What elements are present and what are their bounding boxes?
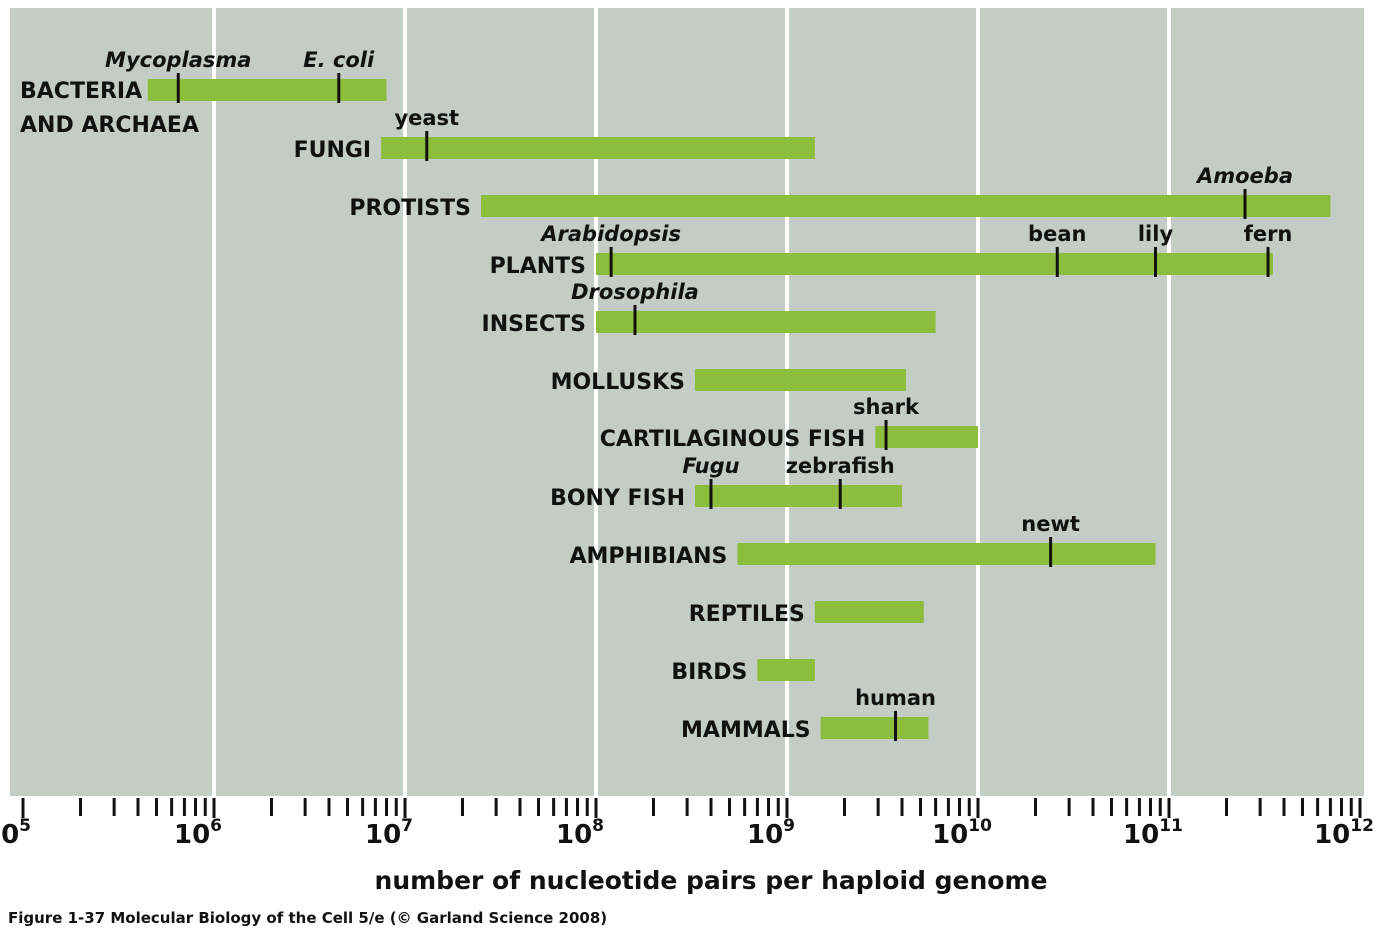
marker-label: zebrafish bbox=[786, 454, 895, 478]
marker-label: bean bbox=[1028, 222, 1086, 246]
x-tick-label: 1011 bbox=[1123, 816, 1183, 850]
marker-label: Arabidopsis bbox=[539, 222, 681, 246]
range-bar bbox=[695, 369, 907, 391]
group-label: PLANTS bbox=[490, 254, 586, 279]
range-bar bbox=[596, 311, 936, 333]
marker-label: Fugu bbox=[682, 454, 739, 478]
range-bar bbox=[695, 485, 902, 507]
range-bars: BACTERIA AND ARCHAEA Mycoplasma E. coli FUNG… bbox=[20, 48, 1331, 743]
range-bar bbox=[820, 717, 929, 739]
x-axis-tick-labels: 105 106 107 108 109 1010 1011 1012 bbox=[0, 816, 1374, 850]
marker-label: lily bbox=[1138, 222, 1174, 246]
marker-label: E. coli bbox=[303, 48, 375, 72]
range-bar bbox=[147, 79, 387, 101]
group-label: BIRDS bbox=[671, 660, 747, 685]
range-bar bbox=[737, 543, 1156, 565]
x-axis-ticks bbox=[21, 798, 1362, 818]
group-label: PROTISTS bbox=[349, 196, 471, 221]
x-tick-label: 108 bbox=[556, 816, 604, 850]
x-tick-label: 109 bbox=[747, 816, 795, 850]
x-tick-label: 107 bbox=[365, 816, 413, 850]
group-label: REPTILES bbox=[689, 602, 805, 627]
group-label: AND ARCHAEA bbox=[20, 113, 199, 138]
group-label: AMPHIBIANS bbox=[570, 544, 728, 569]
range-bar bbox=[875, 426, 978, 448]
figure-caption: Figure 1-37 Molecular Biology of the Cel… bbox=[8, 909, 608, 927]
x-axis-title: number of nucleotide pairs per haploid g… bbox=[374, 866, 1048, 895]
marker-label: fern bbox=[1244, 222, 1293, 246]
marker-label: yeast bbox=[394, 106, 459, 130]
x-tick-label: 105 bbox=[0, 816, 31, 850]
group-label: INSECTS bbox=[482, 312, 586, 337]
group-label: BACTERIA bbox=[20, 79, 142, 104]
marker-label: Mycoplasma bbox=[105, 48, 251, 72]
range-bar bbox=[814, 601, 924, 623]
marker-label: Drosophila bbox=[571, 280, 699, 304]
range-bar bbox=[596, 253, 1273, 275]
marker-label: shark bbox=[853, 395, 920, 419]
range-bar bbox=[481, 195, 1331, 217]
group-label: MOLLUSKS bbox=[551, 370, 685, 395]
group-label: MAMMALS bbox=[681, 718, 811, 743]
range-bar bbox=[381, 137, 815, 159]
marker-label: Amoeba bbox=[1195, 164, 1293, 188]
marker-label: newt bbox=[1021, 512, 1080, 536]
group-label: BONY FISH bbox=[550, 486, 685, 511]
x-tick-label: 1010 bbox=[932, 816, 992, 850]
group-label: CARTILAGINOUS FISH bbox=[600, 427, 866, 452]
range-bar bbox=[757, 659, 815, 681]
marker-label: human bbox=[855, 686, 936, 710]
x-tick-label: 1012 bbox=[1314, 816, 1374, 850]
group-label: FUNGI bbox=[294, 138, 372, 163]
x-tick-label: 106 bbox=[174, 816, 222, 850]
